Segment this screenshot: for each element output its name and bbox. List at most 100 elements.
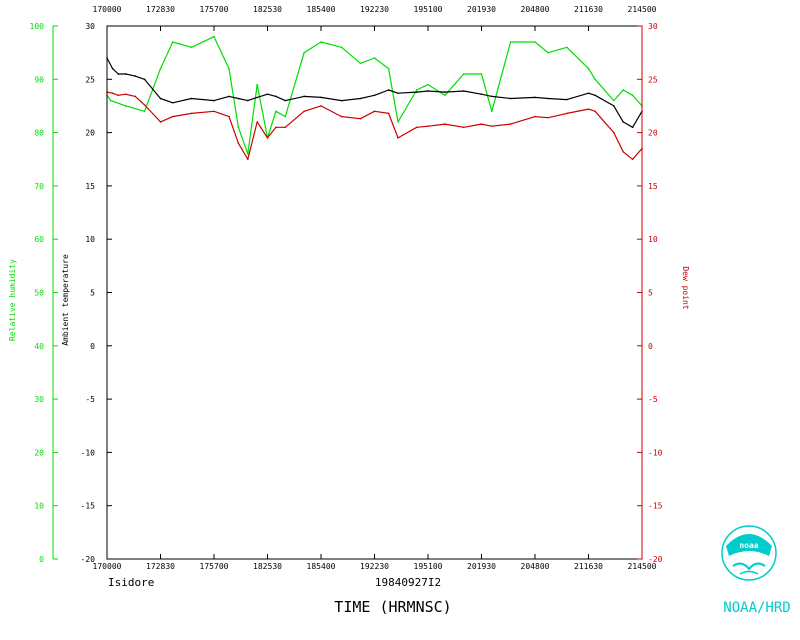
noaa-logo-icon: noaa xyxy=(721,525,777,581)
top-time-tick-label-6: 195100 xyxy=(414,5,443,14)
series-2-point-15 xyxy=(275,126,277,129)
temp-tick-label-10: 30 xyxy=(85,22,95,31)
series-0-point-4 xyxy=(159,67,162,70)
series-0-point-1 xyxy=(109,99,112,102)
series-1-point-2 xyxy=(117,73,120,75)
relative-humidity-axis: 0 10 20 30 40 50 60 70 80 90 100 xyxy=(30,22,58,564)
flight-id: 19840927I2 xyxy=(375,576,441,589)
series-2-point-20 xyxy=(359,117,362,120)
series-0-point-20 xyxy=(387,67,390,70)
dew-tick-label-4: 0 xyxy=(648,342,653,351)
logo-wordmark: noaa xyxy=(739,541,758,550)
series-1-point-24 xyxy=(415,91,418,93)
series-1-point-34 xyxy=(587,92,590,94)
series-0-point-6 xyxy=(190,46,193,49)
rh-tick-label-0: 0 xyxy=(39,555,44,564)
series-0-point-21 xyxy=(397,121,399,123)
series-1-point-5 xyxy=(143,78,146,81)
series-1-point-7 xyxy=(171,101,174,104)
temp-axis-label: Ambient temperature xyxy=(61,254,70,346)
series-2-point-16 xyxy=(284,126,287,129)
series-1-point-37 xyxy=(622,121,625,123)
series-2-point-5 xyxy=(143,104,146,106)
bottom-time-tick-label-5: 192230 xyxy=(360,562,389,571)
temp-tick-label-9: 25 xyxy=(85,75,95,84)
dew-point-axis: -20 -15 -10 -5 0 5 10 15 20 25 30 xyxy=(637,22,663,564)
dew-tick-label-10: 30 xyxy=(648,22,658,31)
series-0-point-9 xyxy=(237,126,240,129)
series-0-point-26 xyxy=(480,73,483,75)
series-1-point-17 xyxy=(303,95,305,98)
dew-tick-label-6: 10 xyxy=(648,235,658,244)
series-2-point-17 xyxy=(303,110,305,113)
series-2-point-1 xyxy=(111,92,114,94)
series-0-point-33 xyxy=(594,78,596,81)
rh-tick-label-10: 100 xyxy=(30,22,45,31)
series-0-point-19 xyxy=(373,57,376,59)
temp-tick-label-2: -10 xyxy=(81,448,96,457)
series-1-point-10 xyxy=(228,95,230,98)
series-1-point-1 xyxy=(111,67,114,70)
series-layer xyxy=(106,35,643,161)
series-1-point-18 xyxy=(320,96,322,99)
series-2-point-33 xyxy=(566,112,568,115)
series-2-point-25 xyxy=(427,125,429,128)
series-1-point-22 xyxy=(387,89,390,91)
series-2-point-35 xyxy=(594,110,596,113)
series-1-point-33 xyxy=(566,98,568,101)
dew-tick-label-1: -15 xyxy=(648,502,663,511)
series-0-point-22 xyxy=(415,89,418,91)
series-1-point-3 xyxy=(124,73,127,75)
series-2-point-34 xyxy=(587,108,590,110)
series-1-point-27 xyxy=(462,90,465,92)
series-0-point-8 xyxy=(228,67,230,70)
temp-tick-label-6: 10 xyxy=(85,235,95,244)
rh-tick-label-9: 90 xyxy=(34,75,44,84)
series-0-point-24 xyxy=(444,94,446,97)
series-1-point-4 xyxy=(134,75,136,77)
series-0-point-32 xyxy=(587,67,590,70)
x-axis-title: TIME (HRMNSC) xyxy=(334,598,451,616)
series-0-point-10 xyxy=(246,153,249,155)
bottom-time-tick-label-8: 204800 xyxy=(521,562,550,571)
series-1-point-32 xyxy=(547,97,549,100)
series-0-point-5 xyxy=(171,41,174,43)
series-1-point-12 xyxy=(246,99,249,102)
series-0-point-36 xyxy=(631,94,634,97)
series-1-point-35 xyxy=(594,94,596,97)
temp-tick-label-8: 20 xyxy=(85,129,95,138)
series-1-point-11 xyxy=(237,97,240,100)
series-0-point-11 xyxy=(256,83,258,86)
top-time-tick-label-5: 192230 xyxy=(360,5,389,14)
series-1-point-16 xyxy=(284,99,287,102)
series-1-point-6 xyxy=(159,97,162,100)
bottom-time-tick-label-4: 185400 xyxy=(307,562,336,571)
series-0-point-18 xyxy=(359,62,362,65)
rh-tick-label-3: 30 xyxy=(34,395,44,404)
rh-tick-label-8: 80 xyxy=(34,129,44,138)
top-time-tick-label-4: 185400 xyxy=(307,5,336,14)
rh-tick-label-4: 40 xyxy=(34,342,44,351)
top-time-tick-label-0: 170000 xyxy=(93,5,122,14)
series-2-point-21 xyxy=(373,110,376,113)
series-2-point-23 xyxy=(397,137,399,139)
bottom-time-tick-label-7: 201930 xyxy=(467,562,496,571)
series-0-point-14 xyxy=(284,115,287,118)
dew-axis-label: Dew point xyxy=(681,266,690,310)
dew-tick-label-0: -20 xyxy=(648,555,663,564)
series-0-point-15 xyxy=(303,51,305,54)
series-line-ambient-temperature xyxy=(106,57,643,128)
top-time-axis: 170000 172830 175700 182530 185400 192230 1951… xyxy=(93,5,657,31)
series-1-point-30 xyxy=(509,97,512,100)
rh-axis-label: Relative humidity xyxy=(8,259,17,341)
dew-tick-label-2: -10 xyxy=(648,448,663,457)
series-1-point-13 xyxy=(256,96,258,99)
series-2-point-10 xyxy=(228,115,230,118)
series-2-point-29 xyxy=(491,125,493,128)
series-1-point-31 xyxy=(534,96,536,99)
top-time-tick-label-8: 204800 xyxy=(521,5,550,14)
series-2-point-28 xyxy=(480,123,483,125)
series-0-point-16 xyxy=(320,41,322,43)
dew-tick-label-3: -5 xyxy=(648,395,658,404)
